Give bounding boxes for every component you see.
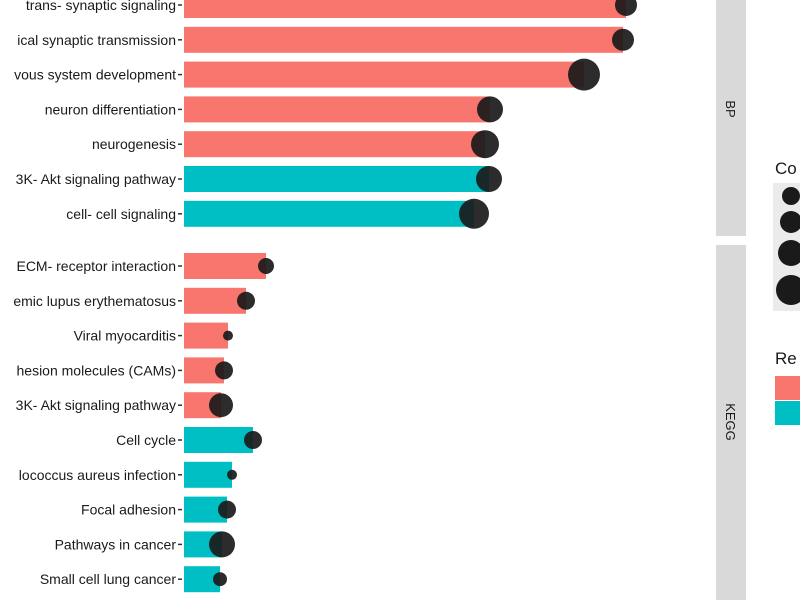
- count-dot: [476, 166, 502, 192]
- category-label: ECM- receptor interaction: [16, 258, 176, 274]
- bar: [184, 287, 246, 314]
- count-dot: [615, 0, 637, 16]
- count-dot: [459, 198, 489, 229]
- legend-swatch-teal: [775, 401, 800, 425]
- count-dot: [244, 431, 262, 449]
- category-label: lococcus aureus infection: [19, 467, 176, 483]
- category-label: trans- synaptic signaling: [26, 0, 176, 13]
- bar: [184, 322, 228, 349]
- category-label: cell- cell signaling: [66, 206, 176, 222]
- category-label: Focal adhesion: [81, 502, 176, 518]
- category-label: Cell cycle: [116, 432, 176, 448]
- legend-count-dot: [776, 275, 800, 305]
- category-label: hesion molecules (CAMs): [17, 362, 177, 378]
- bar: [184, 96, 490, 123]
- facet-strip-kegg: [716, 245, 746, 600]
- count-dot: [471, 130, 499, 159]
- bar: [184, 26, 623, 53]
- category-label: emic lupus erythematosus: [13, 293, 176, 309]
- legend-count-dot: [778, 240, 800, 266]
- count-dot: [568, 58, 600, 91]
- bar: [184, 131, 485, 158]
- category-label: Viral myocarditis: [74, 328, 176, 344]
- count-dot: [209, 393, 233, 418]
- category-label: ical synaptic transmission: [17, 32, 176, 48]
- count-dot: [218, 500, 236, 519]
- count-dot: [612, 28, 634, 51]
- count-dot: [237, 291, 255, 310]
- category-label: neuron differentiation: [45, 101, 176, 117]
- category-label: Pathways in cancer: [55, 536, 177, 552]
- category-label: Small cell lung cancer: [40, 571, 177, 587]
- count-dot: [215, 361, 233, 380]
- count-dot: [213, 572, 227, 587]
- bar: [184, 0, 626, 18]
- legend-regulation-title: Re: [775, 349, 797, 368]
- bar: [184, 427, 253, 453]
- facet-label-bp: BP: [723, 100, 738, 117]
- bar: [184, 200, 474, 227]
- category-label: 3K- Akt signaling pathway: [16, 171, 176, 187]
- bar: [184, 253, 266, 279]
- category-label: 3K- Akt signaling pathway: [16, 397, 176, 413]
- count-dot: [227, 469, 237, 480]
- category-label: vous system development: [14, 67, 176, 83]
- legend-count-dot: [780, 211, 800, 233]
- legend-count-dot: [782, 187, 800, 205]
- count-dot: [477, 96, 503, 123]
- legend-count-title: Co: [775, 159, 797, 178]
- category-label: neurogenesis: [92, 136, 176, 152]
- bar: [184, 461, 232, 488]
- facet-label-kegg: KEGG: [723, 403, 738, 441]
- legend-swatch-red: [775, 376, 800, 400]
- bar: [184, 61, 584, 88]
- facet-strip-bp: [716, 0, 746, 236]
- count-dot: [258, 258, 274, 274]
- count-dot: [223, 330, 233, 341]
- count-dot: [209, 531, 235, 558]
- bar: [184, 166, 489, 192]
